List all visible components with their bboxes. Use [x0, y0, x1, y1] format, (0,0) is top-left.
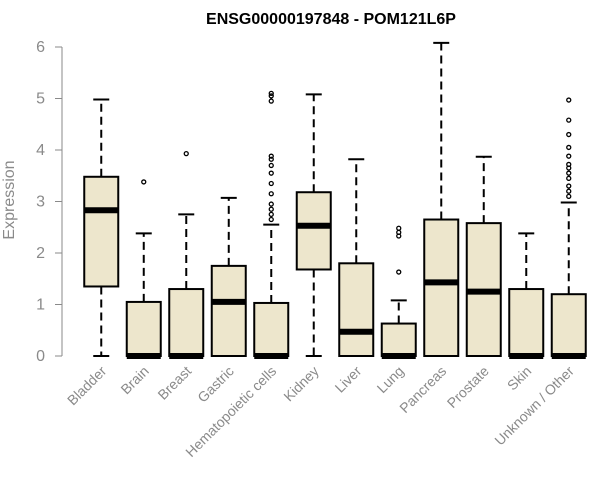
y-tick-label: 5 — [36, 91, 45, 108]
y-tick-label: 1 — [36, 297, 45, 314]
box-unknown-other — [550, 97, 587, 359]
box-iqr — [168, 288, 205, 357]
boxes-group — [83, 41, 587, 359]
y-tick-label: 4 — [36, 142, 45, 159]
outlier-point — [566, 117, 572, 123]
x-tick-label: Liver — [332, 363, 365, 396]
box-gastric — [210, 196, 247, 357]
x-tick-label: Bladder — [64, 363, 110, 409]
y-axis-label: Expression — [1, 160, 18, 239]
outlier-point — [396, 225, 402, 231]
box-skin — [508, 232, 545, 359]
x-tick-label: Unknown / Other — [491, 363, 577, 449]
outlier-point — [268, 206, 274, 212]
y-tick-label: 0 — [36, 348, 45, 365]
outlier-point — [268, 162, 274, 169]
chart-title: ENSG00000197848 - POM121L6P — [206, 11, 456, 28]
outlier-point — [268, 211, 274, 218]
box-iqr — [338, 262, 375, 357]
outlier-point — [566, 161, 572, 168]
x-tick-label: Brain — [117, 363, 151, 397]
outlier-point — [566, 175, 572, 181]
outlier-point — [268, 98, 274, 104]
box-iqr — [295, 191, 332, 271]
box-iqr — [253, 301, 290, 357]
box-bladder — [83, 98, 120, 357]
outlier-point — [183, 150, 189, 157]
box-iqr — [210, 264, 247, 357]
x-tick-label: Prostate — [444, 363, 492, 411]
box-kidney — [295, 93, 332, 357]
box-iqr — [550, 293, 587, 358]
x-tick-label: Breast — [154, 363, 194, 403]
outlier-point — [268, 170, 274, 176]
outlier-point — [566, 97, 572, 103]
outlier-point — [268, 93, 274, 99]
box-iqr — [423, 218, 460, 357]
outlier-point — [566, 170, 572, 176]
y-tick-label: 3 — [36, 194, 45, 211]
outlier-point — [396, 229, 402, 236]
outlier-point — [141, 179, 147, 185]
box-hematopoietic-cells — [253, 90, 290, 359]
box-breast — [168, 150, 205, 359]
y-tick-label: 2 — [36, 245, 45, 262]
box-prostate — [465, 155, 502, 357]
outlier-point — [268, 90, 274, 96]
box-iqr — [125, 300, 162, 357]
outlier-point — [268, 156, 274, 162]
outlier-point — [566, 144, 572, 151]
outlier-point — [566, 193, 572, 200]
y-tick-label: 6 — [36, 39, 45, 56]
box-iqr — [83, 175, 120, 288]
outlier-point — [396, 269, 402, 275]
box-iqr — [508, 288, 545, 357]
box-pancreas — [423, 41, 460, 357]
outlier-point — [566, 183, 572, 189]
x-tick-label: Lung — [374, 363, 407, 396]
outlier-point — [268, 153, 274, 159]
x-tick-label: Kidney — [280, 363, 322, 405]
box-liver — [338, 158, 375, 357]
outlier-point — [268, 201, 274, 207]
box-lung — [380, 225, 417, 359]
outlier-point — [268, 180, 274, 187]
outlier-point — [566, 131, 572, 138]
x-tick-label: Pancreas — [396, 363, 449, 416]
x-tick-label: Skin — [504, 363, 535, 394]
outlier-point — [566, 188, 572, 194]
box-iqr — [380, 322, 417, 357]
outlier-point — [268, 216, 274, 223]
outlier-point — [566, 153, 572, 159]
y-axis: 0 1 2 3 4 5 6 — [36, 39, 63, 365]
outlier-point — [268, 191, 274, 197]
box-brain — [125, 179, 162, 359]
